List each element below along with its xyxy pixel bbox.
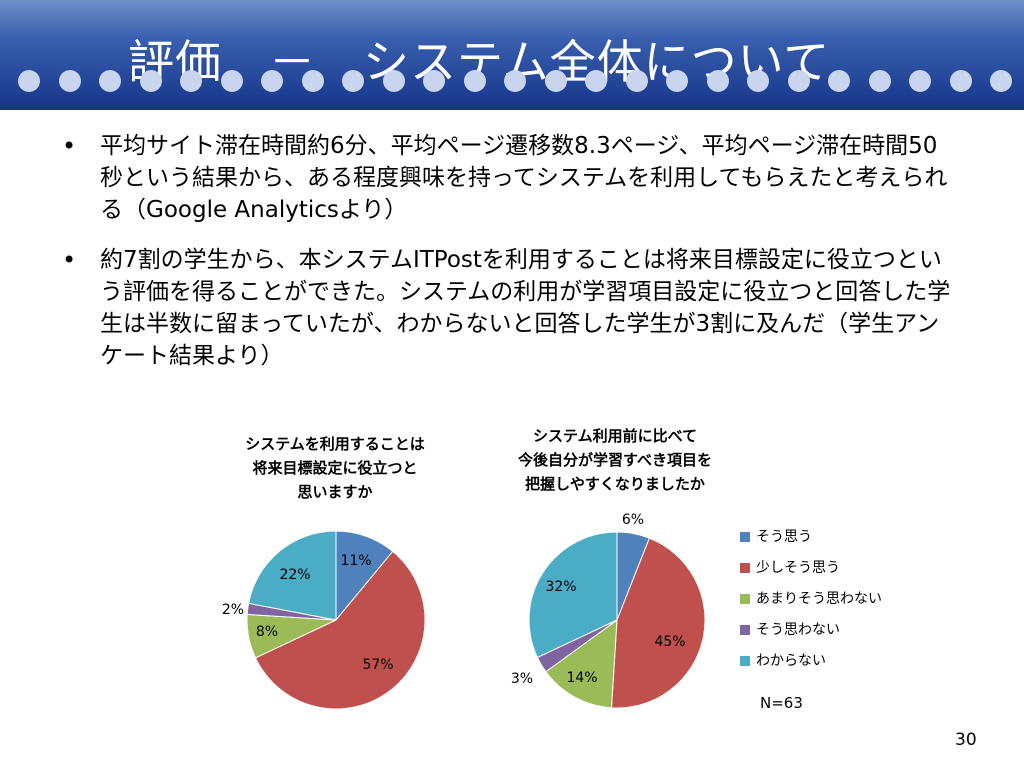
pie-slice-label: 32% <box>545 579 576 595</box>
decorative-dot <box>261 70 283 92</box>
chart1-title-line: システムを利用することは <box>245 435 425 453</box>
decorative-dot <box>828 70 850 92</box>
legend-swatch <box>740 532 750 542</box>
legend-swatch <box>740 594 750 604</box>
pie-slice <box>610 537 706 709</box>
chart-legend: そう思う 少しそう思う あまりそう思わない そう思わない わからない <box>740 525 940 680</box>
decorative-dot <box>990 70 1012 92</box>
chart2-title-line: 今後自分が学習すべき項目を <box>518 451 712 469</box>
bullet-list: 平均サイト滞在時間約6分、平均ページ遷移数8.3ページ、平均ページ滞在時間50秒… <box>60 130 960 372</box>
decorative-dot <box>58 70 81 92</box>
legend-item: 少しそう思う <box>740 556 940 587</box>
decorative-dot <box>463 70 486 92</box>
decorative-dot <box>180 70 202 92</box>
legend-item: そう思わない <box>740 618 940 649</box>
legend-swatch <box>740 656 750 666</box>
chart1-title-line: 思いますか <box>297 483 373 501</box>
pie-slice <box>254 550 426 710</box>
decorative-dot <box>423 70 445 92</box>
legend-swatch <box>740 563 750 573</box>
pie-slice <box>247 530 337 621</box>
pie-slice-label: 11% <box>340 553 371 569</box>
decorative-dot <box>99 70 121 92</box>
pie-chart-learning-items: 6% 45% 14% 3% 32% <box>511 512 706 709</box>
decorative-dots <box>0 65 1024 95</box>
pie-slice-label: 3% <box>511 671 533 687</box>
pie-slice-label: 6% <box>622 512 644 528</box>
legend-label: 少しそう思う <box>756 560 840 576</box>
legend-item: わからない <box>740 649 940 680</box>
decorative-dot <box>909 70 931 92</box>
legend-label: そう思う <box>756 529 812 545</box>
decorative-dot <box>787 70 810 92</box>
decorative-dot <box>342 70 364 92</box>
chart2-title-line: 把握しやすくなりましたか <box>525 475 705 493</box>
decorative-dot <box>706 70 729 92</box>
pie-slice-label: 2% <box>222 602 244 618</box>
legend-item: そう思う <box>740 525 940 556</box>
decorative-dot <box>747 70 769 92</box>
bullet-item: 約7割の学生から、本システムITPostを利用することは将来目標設定に役立つとい… <box>60 244 960 372</box>
pie-slice-label: 8% <box>256 624 278 640</box>
legend-label: あまりそう思わない <box>756 591 882 607</box>
pie-slice <box>528 531 618 659</box>
chart2-title-line: システム利用前に比べて <box>533 427 697 445</box>
decorative-dot <box>220 70 243 92</box>
legend-label: わからない <box>756 653 826 669</box>
decorative-dot <box>504 70 526 92</box>
legend-label: そう思わない <box>756 622 840 638</box>
bullet-item: 平均サイト滞在時間約6分、平均ページ遷移数8.3ページ、平均ページ滞在時間50秒… <box>60 130 960 226</box>
decorative-dot <box>301 70 324 92</box>
decorative-dot <box>139 70 162 92</box>
pie-slice-label: 14% <box>566 670 597 686</box>
pie-chart-future-goals: 11% 57% 8% 2% 22% <box>222 530 426 710</box>
pie-slice <box>545 618 618 709</box>
chart1-title-line: 将来目標設定に役立つと <box>252 459 418 477</box>
decorative-dot <box>544 70 567 92</box>
pie-slice-label: 45% <box>654 634 685 650</box>
decorative-dot <box>625 70 648 92</box>
pie-slice-label: 22% <box>279 567 310 583</box>
slide-header: 評価 － システム全体について <box>0 0 1024 110</box>
decorative-dot <box>585 70 607 92</box>
decorative-dot <box>18 70 40 92</box>
legend-item: あまりそう思わない <box>740 587 940 618</box>
page-number: 30 <box>955 730 977 750</box>
pie-slice-label: 57% <box>362 657 393 673</box>
decorative-dot <box>666 70 688 92</box>
sample-size: N=63 <box>760 694 803 712</box>
chart2-title: システム利用前に比べて 今後自分が学習すべき項目を 把握しやすくなりましたか <box>480 424 750 496</box>
decorative-dot <box>949 70 972 92</box>
decorative-dot <box>382 70 405 92</box>
legend-swatch <box>740 625 750 635</box>
chart1-title: システムを利用することは 将来目標設定に役立つと 思いますか <box>205 432 465 504</box>
decorative-dot <box>868 70 891 92</box>
